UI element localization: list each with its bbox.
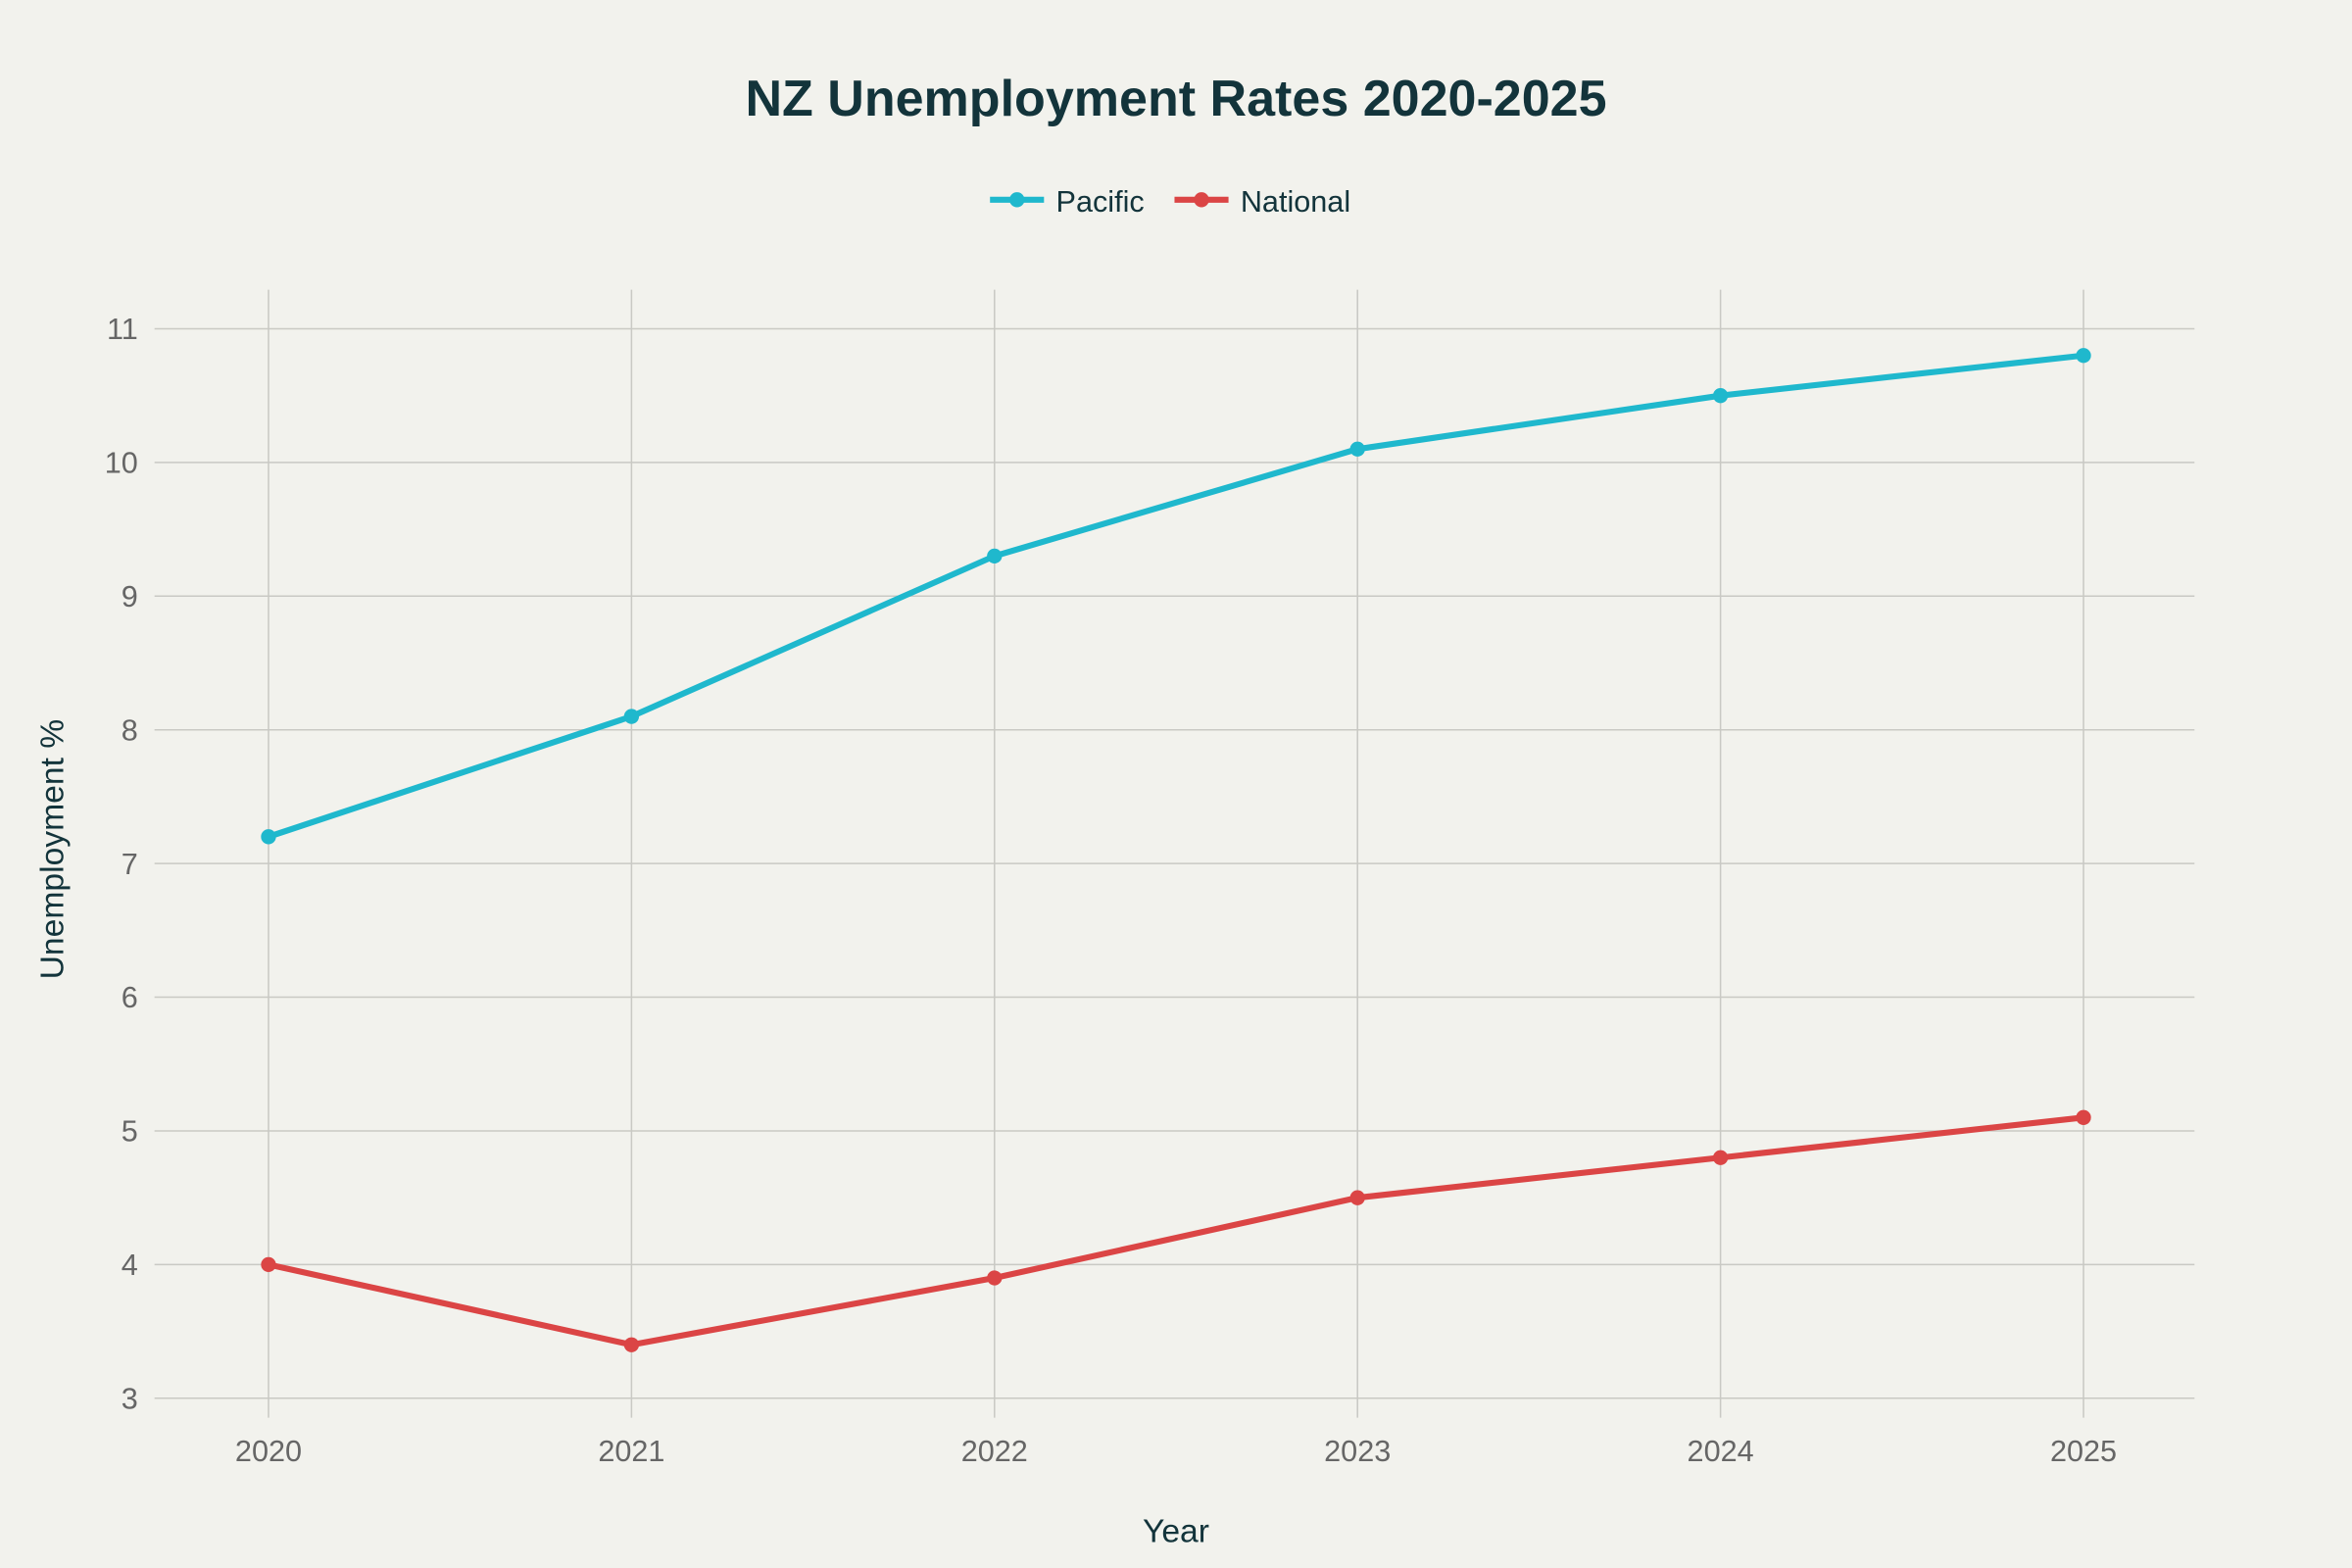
data-point xyxy=(261,829,276,845)
x-axis-ticks: 2020 2021 2022 2023 2024 2025 xyxy=(235,1435,2117,1468)
y-tick-label: 7 xyxy=(122,848,138,881)
data-point xyxy=(1349,441,1365,457)
legend-label: Pacific xyxy=(1056,185,1145,219)
series-pacific xyxy=(261,348,2091,845)
legend: Pacific National xyxy=(990,185,1350,219)
x-tick-label: 2025 xyxy=(2050,1435,2117,1468)
y-tick-label: 5 xyxy=(122,1115,138,1149)
data-point xyxy=(623,709,640,724)
data-point xyxy=(261,1256,276,1273)
legend-marker xyxy=(1194,192,1209,208)
y-tick-label: 4 xyxy=(122,1249,138,1282)
y-tick-label: 6 xyxy=(122,981,138,1014)
legend-marker xyxy=(1009,192,1025,208)
y-axis-ticks: 3 4 5 6 7 8 9 10 11 xyxy=(105,313,138,1415)
data-point xyxy=(1712,1150,1729,1165)
y-tick-label: 11 xyxy=(107,313,138,346)
y-axis-label: Unemployment % xyxy=(34,719,71,980)
legend-item-pacific: Pacific xyxy=(990,185,1145,219)
x-axis-label: Year xyxy=(1143,1514,1209,1550)
legend-item-national: National xyxy=(1174,185,1350,219)
series-group xyxy=(261,348,2091,1352)
data-point xyxy=(623,1337,640,1352)
data-point xyxy=(987,548,1003,564)
series-line xyxy=(268,1114,2084,1348)
legend-label: National xyxy=(1241,185,1350,219)
gridlines xyxy=(154,289,2195,1418)
data-point xyxy=(2076,348,2091,364)
data-point xyxy=(1712,388,1729,404)
y-tick-label: 3 xyxy=(122,1383,138,1416)
x-tick-label: 2022 xyxy=(961,1435,1028,1468)
y-tick-label: 9 xyxy=(122,580,138,613)
series-national xyxy=(261,1109,2091,1352)
x-tick-label: 2024 xyxy=(1688,1435,1754,1468)
y-tick-label: 8 xyxy=(122,713,138,747)
data-point xyxy=(2076,1109,2091,1125)
x-tick-label: 2021 xyxy=(598,1435,664,1468)
data-point xyxy=(1349,1190,1365,1205)
y-tick-label: 10 xyxy=(105,447,138,480)
data-point xyxy=(987,1270,1003,1286)
series-line xyxy=(268,352,2084,840)
x-tick-label: 2023 xyxy=(1324,1435,1391,1468)
x-tick-label: 2020 xyxy=(235,1435,302,1468)
chart-title: NZ Unemployment Rates 2020-2025 xyxy=(745,71,1606,127)
